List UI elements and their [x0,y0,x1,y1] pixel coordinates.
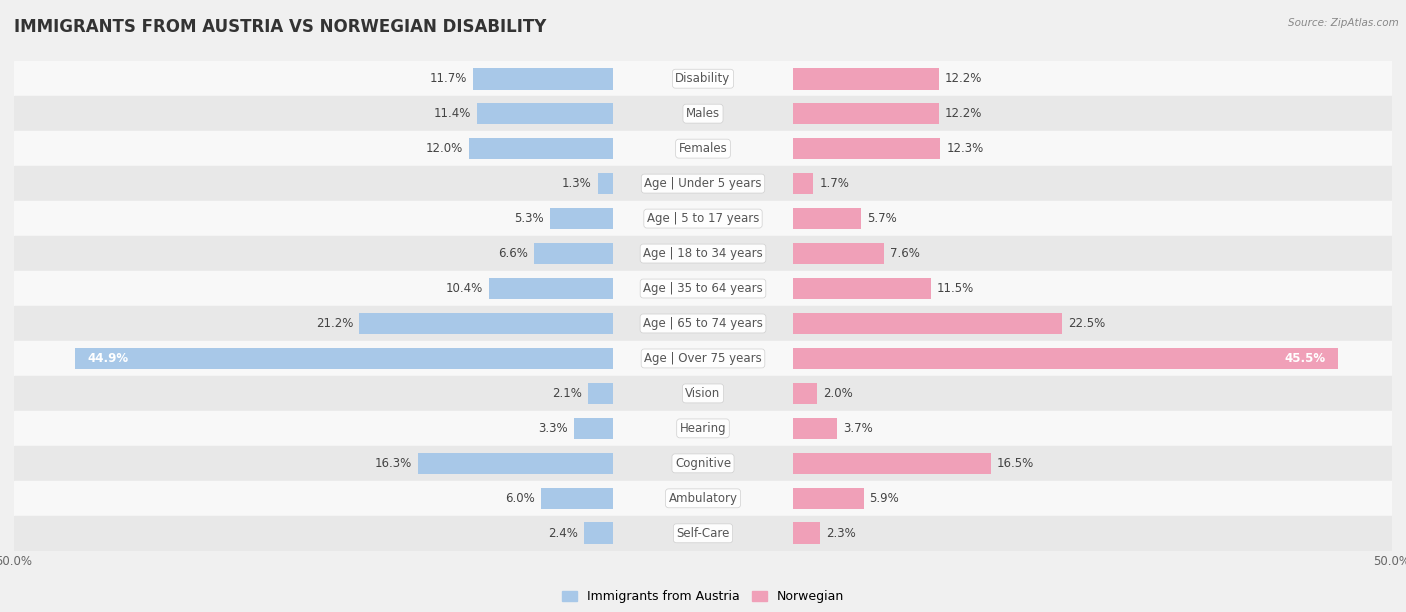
Legend: Immigrants from Austria, Norwegian: Immigrants from Austria, Norwegian [557,585,849,608]
Text: Age | Over 75 years: Age | Over 75 years [644,352,762,365]
Bar [14,446,1392,481]
Bar [14,271,1392,306]
Text: 21.2%: 21.2% [316,317,353,330]
Bar [359,313,613,334]
Bar [793,313,1063,334]
Text: 5.3%: 5.3% [515,212,544,225]
Bar [14,411,1392,446]
Bar [534,243,613,264]
Text: 2.0%: 2.0% [823,387,852,400]
Text: 6.6%: 6.6% [498,247,529,260]
Text: 1.7%: 1.7% [820,177,849,190]
Text: 11.5%: 11.5% [936,282,974,295]
Bar [14,201,1392,236]
Text: Source: ZipAtlas.com: Source: ZipAtlas.com [1288,18,1399,28]
Bar [418,452,613,474]
Bar [793,68,939,89]
Bar [14,481,1392,516]
Bar [14,306,1392,341]
Text: Age | 35 to 64 years: Age | 35 to 64 years [643,282,763,295]
Bar [793,348,1339,369]
Bar [14,516,1392,551]
Text: 44.9%: 44.9% [87,352,128,365]
Bar [793,523,821,544]
Bar [75,348,613,369]
Bar [585,523,613,544]
Bar [793,173,813,195]
Text: 3.7%: 3.7% [844,422,873,435]
Bar [14,131,1392,166]
Text: Cognitive: Cognitive [675,457,731,470]
Bar [598,173,613,195]
Bar [793,278,931,299]
Bar [574,417,613,439]
Text: Self-Care: Self-Care [676,527,730,540]
Text: 16.3%: 16.3% [374,457,412,470]
Text: 11.4%: 11.4% [433,107,471,120]
Text: 3.3%: 3.3% [538,422,568,435]
Text: 1.3%: 1.3% [562,177,592,190]
Bar [470,138,613,160]
Bar [14,96,1392,131]
Bar [793,417,837,439]
Text: Age | Under 5 years: Age | Under 5 years [644,177,762,190]
Text: Females: Females [679,142,727,155]
Text: 16.5%: 16.5% [997,457,1033,470]
Bar [793,382,817,405]
Text: 12.2%: 12.2% [945,107,983,120]
Text: Males: Males [686,107,720,120]
Bar [793,488,863,509]
Text: 5.7%: 5.7% [868,212,897,225]
Text: Age | 18 to 34 years: Age | 18 to 34 years [643,247,763,260]
Text: 7.6%: 7.6% [890,247,920,260]
Bar [793,452,991,474]
Text: 5.9%: 5.9% [869,492,900,505]
Text: Hearing: Hearing [679,422,727,435]
Text: IMMIGRANTS FROM AUSTRIA VS NORWEGIAN DISABILITY: IMMIGRANTS FROM AUSTRIA VS NORWEGIAN DIS… [14,18,547,36]
Bar [14,236,1392,271]
Bar [793,243,884,264]
Text: 2.4%: 2.4% [548,527,578,540]
Bar [588,382,613,405]
Text: Vision: Vision [685,387,721,400]
Text: 12.0%: 12.0% [426,142,464,155]
Text: 6.0%: 6.0% [506,492,536,505]
Bar [793,138,941,160]
Text: 45.5%: 45.5% [1285,352,1326,365]
Text: 22.5%: 22.5% [1069,317,1105,330]
Bar [793,103,939,124]
Bar [14,61,1392,96]
Text: 2.3%: 2.3% [827,527,856,540]
Text: Age | 5 to 17 years: Age | 5 to 17 years [647,212,759,225]
Bar [488,278,613,299]
Bar [793,207,860,230]
Text: 2.1%: 2.1% [553,387,582,400]
Text: 11.7%: 11.7% [430,72,467,85]
Bar [550,207,613,230]
Text: 10.4%: 10.4% [446,282,482,295]
Bar [477,103,613,124]
Text: Ambulatory: Ambulatory [668,492,738,505]
Bar [14,376,1392,411]
Bar [472,68,613,89]
Bar [14,166,1392,201]
Text: 12.2%: 12.2% [945,72,983,85]
Text: Disability: Disability [675,72,731,85]
Text: Age | 65 to 74 years: Age | 65 to 74 years [643,317,763,330]
Text: 12.3%: 12.3% [946,142,983,155]
Bar [541,488,613,509]
Bar [14,341,1392,376]
